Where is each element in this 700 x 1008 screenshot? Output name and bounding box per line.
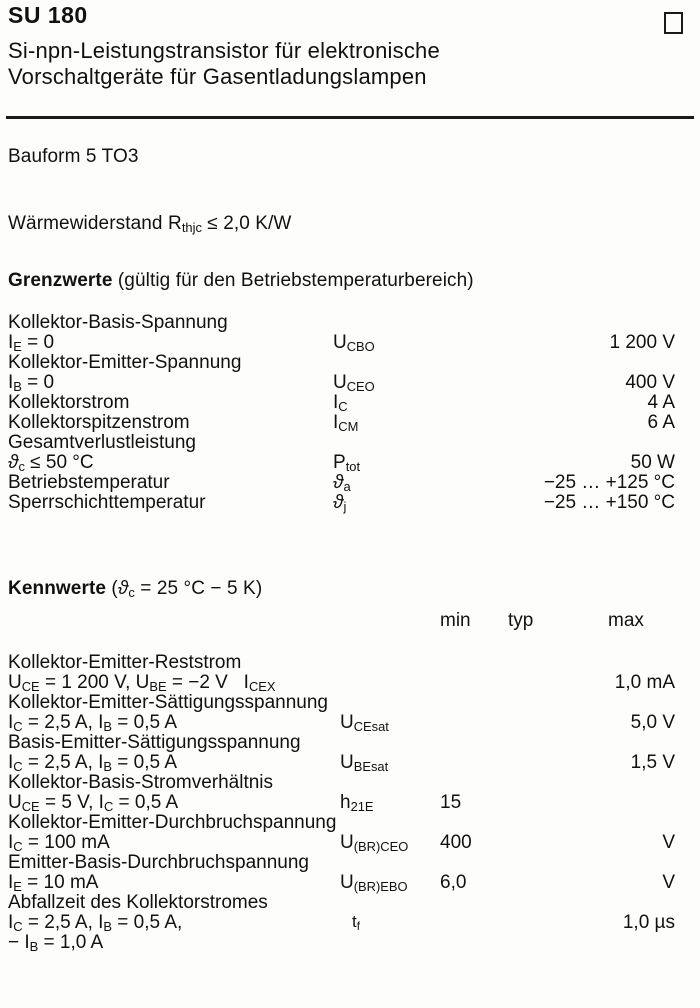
row-description: IC = 100 mA xyxy=(8,832,110,854)
row-symbol: h21E xyxy=(340,792,374,814)
characteristics-heading-bold: Kennwerte xyxy=(8,578,107,599)
package-line: Bauform 5 TO3 xyxy=(8,146,139,167)
row-min-value: 400 xyxy=(440,832,472,853)
table-row: Betriebstemperatur ϑa −25 … +125 °C xyxy=(0,472,700,494)
row-description: Basis-Emitter-Sättigungsspannung xyxy=(8,732,301,753)
row-description: − IB = 1,0 A xyxy=(8,932,104,954)
header-divider xyxy=(6,116,694,119)
limits-heading: Grenzwerte (gültig für den Betriebstempe… xyxy=(8,270,474,292)
table-row: Kollektor-Emitter-Reststrom xyxy=(0,652,700,673)
product-description-line-2: Vorschaltgeräte für Gasentladungslampen xyxy=(8,64,427,89)
row-value: 1,5 V xyxy=(630,752,675,773)
row-description: Kollektor-Emitter-Reststrom xyxy=(8,652,242,673)
row-description: UCE = 1 200 V, UBE = −2 V ICEX xyxy=(8,672,276,694)
row-description: IC = 2,5 A, IB = 0,5 A xyxy=(8,752,178,774)
row-description: IC = 2,5 A, IB = 0,5 A xyxy=(8,712,178,734)
row-min-value: 6,0 xyxy=(440,872,467,893)
row-symbol: U(BR)CEO xyxy=(340,832,409,854)
row-value: 1,0 mA xyxy=(614,672,675,693)
table-row: IC = 2,5 A, IB = 0,5 A, tf 1,0 µs xyxy=(0,912,700,934)
table-row: IC = 2,5 A, IB = 0,5 A UBEsat 1,5 V xyxy=(0,752,700,774)
table-row: Kollektor-Basis-Stromverhältnis xyxy=(0,772,700,793)
row-symbol: ϑj xyxy=(333,492,347,514)
table-row: IE = 10 mA U(BR)EBO 6,0 V xyxy=(0,872,700,894)
row-symbol: tf xyxy=(352,912,360,933)
row-min-value: 15 xyxy=(440,792,462,813)
table-row: Emitter-Basis-Durchbruchspannung xyxy=(0,852,700,873)
row-description: Sperrschichttemperatur xyxy=(8,492,206,513)
table-row: Gesamtverlustleistung xyxy=(0,432,700,453)
product-description: Si-npn-Leistungstransistor für elektroni… xyxy=(8,38,648,90)
row-description: Kollektor-Basis-Stromverhältnis xyxy=(8,772,274,793)
table-row: Kollektor-Emitter-Sättigungsspannung xyxy=(0,692,700,713)
table-row: UCE = 1 200 V, UBE = −2 V ICEX 1,0 mA xyxy=(0,672,700,694)
table-row: Abfallzeit des Kollektorstromes xyxy=(0,892,700,913)
table-row: Kollektorstrom IC 4 A xyxy=(0,392,700,414)
limits-heading-bold: Grenzwerte xyxy=(8,270,113,291)
row-description: UCE = 5 V, IC = 0,5 A xyxy=(8,792,179,814)
row-value: −25 … +150 °C xyxy=(543,492,675,513)
table-row: Kollektor-Emitter-Spannung xyxy=(0,352,700,373)
column-header-typ: typ xyxy=(508,610,534,631)
row-description: IC = 2,5 A, IB = 0,5 A, xyxy=(8,912,183,934)
characteristics-heading-rest: (ϑc = 25 °C − 5 K) xyxy=(106,578,263,600)
row-symbol: UCEO xyxy=(333,372,375,394)
row-description: IB = 0 xyxy=(8,372,55,394)
column-header-min: min xyxy=(440,610,471,631)
row-value: 6 A xyxy=(647,412,675,433)
row-value: 50 W xyxy=(630,452,675,473)
row-value: 5,0 V xyxy=(630,712,675,733)
row-description: ϑc ≤ 50 °C xyxy=(8,452,94,474)
table-row: IE = 0 UCBO 1 200 V xyxy=(0,332,700,354)
characteristics-heading: Kennwerte (ϑc = 25 °C − 5 K) xyxy=(8,578,262,600)
table-row: IC = 100 mA U(BR)CEO 400 V xyxy=(0,832,700,854)
row-description: Kollektor-Emitter-Durchbruchspannung xyxy=(8,812,337,833)
row-value: 4 A xyxy=(647,392,675,413)
row-description: Kollektor-Emitter-Spannung xyxy=(8,352,242,373)
row-description: Betriebstemperatur xyxy=(8,472,170,493)
row-description: Emitter-Basis-Durchbruchspannung xyxy=(8,852,309,873)
row-symbol: UCEsat xyxy=(340,712,389,734)
row-symbol: U(BR)EBO xyxy=(340,872,408,894)
row-description: IE = 10 mA xyxy=(8,872,99,894)
row-value: −25 … +125 °C xyxy=(543,472,675,493)
row-unit: V xyxy=(662,832,675,853)
column-header-max: max xyxy=(608,610,644,631)
table-row: Basis-Emitter-Sättigungsspannung xyxy=(0,732,700,753)
table-row: Sperrschichttemperatur ϑj −25 … +150 °C xyxy=(0,492,700,514)
table-row: ϑc ≤ 50 °C Ptot 50 W xyxy=(0,452,700,474)
row-description: Gesamtverlustleistung xyxy=(8,432,196,453)
row-symbol: ϑa xyxy=(333,472,351,494)
table-row: Kollektorspitzenstrom ICM 6 A xyxy=(0,412,700,434)
table-row: Kollektor-Basis-Spannung xyxy=(0,312,700,333)
table-row: IB = 0 UCEO 400 V xyxy=(0,372,700,394)
row-value: 1 200 V xyxy=(609,332,676,353)
row-unit: V xyxy=(662,872,675,893)
row-value: 400 V xyxy=(625,372,675,393)
row-description: IE = 0 xyxy=(8,332,55,354)
row-description: Kollektorstrom xyxy=(8,392,130,413)
row-description: Kollektorspitzenstrom xyxy=(8,412,190,433)
row-value: 1,0 µs xyxy=(622,912,675,933)
row-description: Abfallzeit des Kollektorstromes xyxy=(8,892,268,913)
limits-heading-rest: (gültig für den Betriebstemperaturbereic… xyxy=(112,270,474,291)
row-description: Kollektor-Emitter-Sättigungsspannung xyxy=(8,692,329,713)
row-symbol: UBEsat xyxy=(340,752,389,774)
row-description: Kollektor-Basis-Spannung xyxy=(8,312,228,333)
thermal-resistance-line: Wärmewiderstand Rthjc ≤ 2,0 K/W xyxy=(8,213,292,235)
table-row: UCE = 5 V, IC = 0,5 A h21E 15 xyxy=(0,792,700,814)
table-row: Kollektor-Emitter-Durchbruchspannung xyxy=(0,812,700,833)
row-symbol: Ptot xyxy=(333,452,361,474)
page-title: SU 180 xyxy=(8,2,88,28)
row-symbol: ICM xyxy=(333,412,359,434)
row-symbol: IC xyxy=(333,392,348,414)
table-row: IC = 2,5 A, IB = 0,5 A UCEsat 5,0 V xyxy=(0,712,700,734)
square-outline-icon xyxy=(664,12,683,34)
row-symbol: UCBO xyxy=(333,332,375,354)
product-description-line-1: Si-npn-Leistungstransistor für elektroni… xyxy=(8,38,440,63)
table-row: − IB = 1,0 A xyxy=(0,932,700,954)
